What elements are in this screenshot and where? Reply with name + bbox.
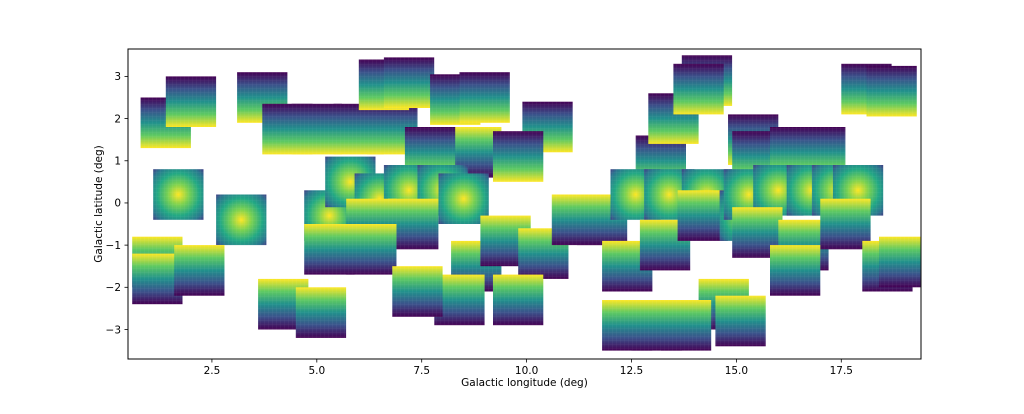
- heatmap-tile-pixels: [677, 190, 728, 241]
- heatmap-tile: [165, 76, 217, 127]
- heatmap-tile: [262, 103, 313, 155]
- heatmap-tile: [866, 65, 917, 117]
- y-tick-label: 3: [114, 71, 121, 83]
- y-axis-label: Galactic latitude (deg): [93, 145, 105, 262]
- heatmap-tile: [770, 245, 821, 296]
- y-tick-label: 2: [114, 113, 121, 125]
- heatmap-tile: [660, 300, 712, 351]
- heatmap-tile: [820, 198, 871, 250]
- heatmap-tile-pixels: [132, 253, 183, 305]
- heatmap-tile: [879, 236, 921, 288]
- x-tick-label: 7.5: [413, 365, 430, 377]
- heatmap-tile: [216, 194, 267, 246]
- heatmap-tile-pixels: [262, 103, 313, 155]
- heatmap-tile-pixels: [459, 72, 510, 123]
- x-tick-label: 15.0: [725, 365, 748, 377]
- y-tick-label: −3: [106, 324, 121, 336]
- heatmap-tile: [383, 57, 435, 108]
- heatmap-tile-pixels: [174, 245, 225, 296]
- y-tick-label: 1: [114, 156, 121, 168]
- heatmap-tile: [493, 131, 544, 182]
- heatmap-tile: [673, 63, 724, 115]
- x-tick-label: 17.5: [830, 365, 853, 377]
- y-tick-label: −2: [106, 282, 121, 294]
- heatmap-tile: [493, 274, 544, 326]
- heatmap-tile: [132, 253, 183, 305]
- heatmap-tile: [715, 295, 766, 347]
- y-tick-label: −1: [106, 240, 121, 252]
- x-tick-label: 2.5: [204, 365, 221, 377]
- heatmap-tile: [258, 278, 309, 330]
- heatmap-tile-pixels: [346, 224, 397, 275]
- heatmap-tile: [346, 224, 397, 275]
- x-axis-label: Galactic longitude (deg): [461, 377, 588, 389]
- heatmap-tile-pixels: [165, 76, 217, 127]
- heatmap-tile-pixels: [715, 295, 766, 347]
- heatmap-tile: [459, 72, 510, 123]
- heatmap-tile: [677, 190, 728, 241]
- heatmap-tile-pixels: [295, 287, 347, 338]
- heatmap-tile: [522, 101, 573, 153]
- heatmap-tile: [295, 287, 347, 338]
- x-axis: 2.5 5.0 7.5 10.0 12.5 15.0 17.5: [204, 359, 853, 377]
- heatmap-tile-pixels: [770, 245, 821, 296]
- heatmap-tile-pixels: [434, 274, 485, 326]
- heatmap-tile: [174, 245, 225, 296]
- heatmap-tile: [434, 274, 485, 326]
- tiles-layer: [132, 55, 921, 351]
- heatmap-tile: [438, 173, 489, 224]
- heatmap-tile: [153, 169, 204, 220]
- heatmap-tile-pixels: [660, 300, 712, 351]
- plot-frame: [127, 48, 922, 360]
- heatmap-tile-pixels: [383, 57, 435, 108]
- heatmap-tile-pixels: [493, 131, 544, 182]
- y-axis: −3 −2 −1 0 1 2 3: [106, 71, 128, 336]
- heatmap-tile-pixels: [866, 65, 917, 117]
- heatmap-tile-pixels: [820, 198, 871, 250]
- y-tick-label: 0: [114, 198, 121, 210]
- heatmap-tile-pixels: [673, 63, 724, 115]
- x-tick-label: 5.0: [308, 365, 325, 377]
- heatmap-tile-pixels: [392, 266, 443, 317]
- heatmap-tile-pixels: [216, 194, 267, 246]
- x-tick-label: 12.5: [620, 365, 643, 377]
- heatmap-tile: [392, 266, 443, 317]
- heatmap-tile-pixels: [304, 224, 355, 275]
- heatmap-tile-pixels: [153, 169, 204, 220]
- heatmap-tile: [304, 224, 355, 275]
- heatmap-tile-pixels: [438, 173, 489, 224]
- heatmap-tile-pixels: [493, 274, 544, 326]
- heatmap-tile-pixels: [879, 236, 921, 288]
- x-tick-label: 10.0: [515, 365, 538, 377]
